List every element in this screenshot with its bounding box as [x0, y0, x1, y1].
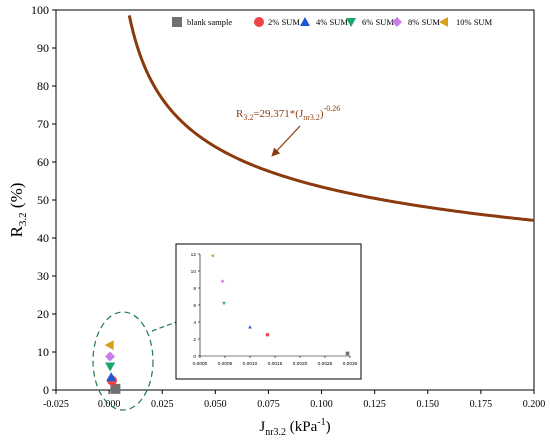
inset-data-point — [222, 301, 226, 306]
inset-data-point — [210, 253, 214, 258]
main-data-points — [104, 340, 121, 394]
fit-equation-arrow — [271, 125, 301, 157]
y-axis: 0 10 20 30 40 50 60 70 80 90 100 — [31, 3, 56, 397]
inset-axes: 0.0000 0.0005 0.0010 0.0015 0.0020 0.0025 0.00… — [191, 252, 358, 367]
y-tick-label: 10 — [37, 345, 49, 359]
inset-y-tick-label: 4 — [193, 320, 196, 326]
data-point — [104, 340, 114, 351]
y-axis-label: R3.2 (%) — [7, 183, 29, 238]
legend-label: 2% SUM — [268, 17, 300, 27]
legend-marker — [346, 18, 356, 27]
cluster-highlight-ellipse — [92, 311, 154, 411]
inset-y-tick-label: 0 — [193, 354, 196, 360]
inset-x-tick-label: 0.0020 — [293, 361, 308, 367]
fit-curve — [127, 15, 535, 222]
inset-x-tick-label: 0.0015 — [268, 361, 283, 367]
y-tick-label: 70 — [37, 117, 49, 131]
legend-label: 8% SUM — [408, 17, 440, 27]
y-tick-label: 60 — [37, 155, 49, 169]
data-point — [105, 362, 116, 372]
x-tick-label: 0.150 — [417, 399, 440, 410]
y-tick-label: 0 — [43, 383, 49, 397]
inset-y-tick-label: 12 — [191, 252, 197, 258]
inset-data-point — [345, 351, 350, 356]
y-tick-label: 80 — [37, 79, 49, 93]
inset-y-tick-label: 6 — [193, 303, 196, 309]
data-point — [110, 383, 121, 394]
legend-marker — [172, 17, 182, 27]
x-tick-label: 0.050 — [204, 399, 227, 410]
y-tick-label: 50 — [37, 193, 49, 207]
y-tick-label: 90 — [37, 41, 49, 55]
x-tick-label: 0.100 — [310, 399, 333, 410]
inset-x-tick-label: 0.0005 — [218, 361, 233, 367]
legend-label: blank sample — [187, 17, 232, 27]
inset-data-point — [248, 325, 252, 329]
x-tick-label: -0.025 — [43, 399, 69, 410]
x-tick-label: 0.200 — [523, 399, 546, 410]
legend-label: 10% SUM — [456, 17, 493, 27]
x-tick-label: 0.075 — [257, 399, 280, 410]
legend-marker — [300, 17, 310, 26]
x-tick-label: 0.000 — [98, 399, 121, 410]
inset-y-tick-label: 2 — [193, 337, 196, 343]
x-tick-label: 0.125 — [363, 399, 386, 410]
inset-y-tick-label: 10 — [191, 269, 197, 275]
inset-data-point — [265, 332, 270, 337]
inset-x-tick-label: 0.0010 — [243, 361, 258, 367]
y-tick-label: 40 — [37, 231, 49, 245]
inset-x-tick-label: 0.0025 — [318, 361, 333, 367]
x-tick-label: 0.025 — [151, 399, 174, 410]
legend-marker — [392, 17, 402, 27]
legend-marker — [439, 17, 448, 27]
legend-marker — [254, 17, 264, 27]
inset-y-tick-label: 8 — [193, 286, 196, 292]
y-tick-label: 30 — [37, 269, 49, 283]
x-axis: -0.025 0.000 0.025 0.050 0.075 0.100 0.125 0.15… — [43, 390, 545, 410]
inset-frame — [175, 243, 362, 380]
inset-data-point — [220, 279, 225, 283]
inset-x-tick-label: 0.0000 — [193, 361, 208, 367]
data-point — [106, 372, 117, 382]
inset-x-tick-label: 0.0030 — [343, 361, 358, 367]
y-tick-label: 100 — [31, 3, 49, 17]
legend-label: 4% SUM — [316, 17, 348, 27]
inset-chart: 0.0000 0.0005 0.0010 0.0015 0.0020 0.0025 0.00… — [175, 243, 362, 380]
data-point — [105, 351, 116, 362]
legend: blank sample 2% SUM 4% SUM 6% SUM 8% SUM 10% … — [172, 17, 493, 27]
x-tick-label: 0.175 — [470, 399, 493, 410]
inset-data-points — [210, 253, 350, 356]
x-axis-label: Jnr3.2 (kPa-1) — [259, 417, 330, 438]
legend-label: 6% SUM — [362, 17, 394, 27]
fit-equation-label: R3.2=29.371*(Jnr3.2)-0.26 — [236, 104, 340, 122]
y-tick-label: 20 — [37, 307, 49, 321]
